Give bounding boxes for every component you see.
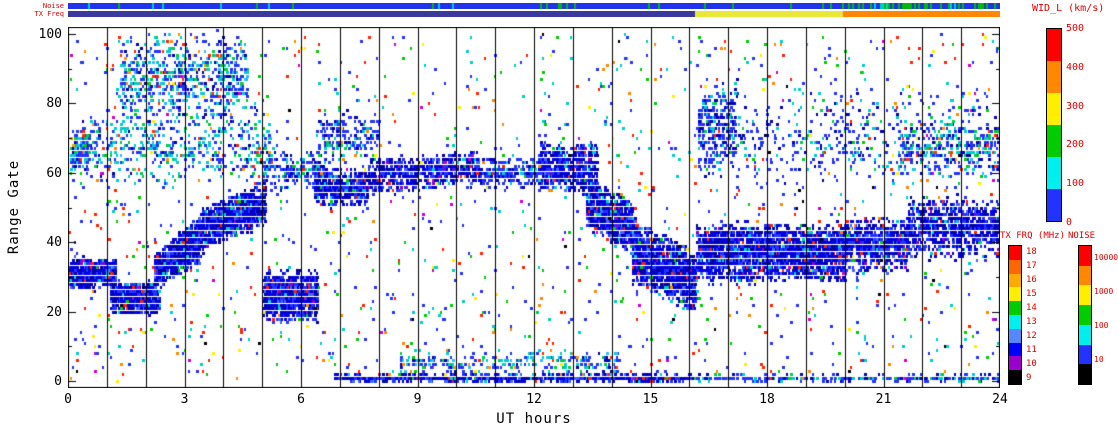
widBar-segment bbox=[1047, 93, 1061, 125]
txfreq-strip bbox=[68, 11, 1000, 17]
widBar-segment bbox=[1047, 125, 1061, 157]
noiseBar-segment bbox=[1079, 305, 1091, 325]
txfreq-strip-label: TX Freq bbox=[34, 10, 64, 18]
widBar-tick-label: 100 bbox=[1066, 178, 1085, 189]
widBar-tick-label: 400 bbox=[1066, 62, 1085, 73]
widBar-segment bbox=[1047, 29, 1061, 61]
y-tick-label: 20 bbox=[46, 304, 62, 320]
txBar-segment bbox=[1009, 273, 1021, 288]
noiseBar-segment bbox=[1079, 364, 1091, 385]
wid-colorbar bbox=[1046, 28, 1062, 222]
x-tick-label: 3 bbox=[180, 392, 189, 407]
txBar-tick-label: 14 bbox=[1026, 303, 1037, 313]
y-tick-label: 100 bbox=[38, 26, 62, 42]
noiseBar-segment bbox=[1079, 285, 1091, 306]
txBar-tick-label: 17 bbox=[1026, 261, 1037, 271]
widBar-segment bbox=[1047, 189, 1061, 221]
txBar-segment bbox=[1009, 314, 1021, 329]
txBar-tick-label: 10 bbox=[1026, 359, 1037, 369]
widBar-tick-label: 500 bbox=[1066, 23, 1085, 34]
noiseBar-tick-label: 10 bbox=[1094, 355, 1104, 364]
noise-colorbar bbox=[1078, 245, 1092, 385]
y-tick-label: 0 bbox=[54, 374, 62, 390]
widBar-segment bbox=[1047, 157, 1061, 189]
noiseBar-segment bbox=[1079, 265, 1091, 286]
x-tick-label: 21 bbox=[875, 392, 892, 407]
txBar-tick-label: 15 bbox=[1026, 289, 1037, 299]
wid-colorbar-title: WID_L (km/s) bbox=[1032, 3, 1105, 14]
y-tick-label: 80 bbox=[46, 96, 62, 112]
x-tick-label: 18 bbox=[759, 392, 775, 407]
noiseBar-tick-label: 100 bbox=[1094, 321, 1109, 330]
txBar-tick-label: 18 bbox=[1026, 247, 1037, 257]
txBar-segment bbox=[1009, 370, 1021, 384]
txBar-tick-label: 9 bbox=[1026, 373, 1032, 383]
txfrq-colorbar bbox=[1008, 245, 1022, 385]
x-tick-label: 12 bbox=[526, 392, 542, 407]
widBar-tick-label: 0 bbox=[1066, 217, 1073, 228]
x-tick-label: 6 bbox=[297, 392, 305, 407]
x-axis-title: UT hours bbox=[496, 411, 572, 427]
txBar-tick-label: 12 bbox=[1026, 331, 1037, 341]
noise-colorbar-title: NOISE bbox=[1068, 231, 1096, 241]
txBar-tick-label: 13 bbox=[1026, 317, 1037, 327]
widBar-tick-label: 300 bbox=[1066, 101, 1085, 112]
txBar-segment bbox=[1009, 356, 1021, 371]
widBar-tick-label: 200 bbox=[1066, 139, 1085, 150]
x-tick-label: 15 bbox=[642, 392, 659, 407]
noiseBar-segment bbox=[1079, 324, 1091, 345]
widBar-segment bbox=[1047, 61, 1061, 93]
txBar-segment bbox=[1009, 342, 1021, 357]
noise-strip-label: Noise bbox=[42, 2, 64, 10]
txBar-segment bbox=[1009, 259, 1021, 274]
y-tick-label: 60 bbox=[46, 165, 62, 181]
noise-strip bbox=[68, 3, 1000, 9]
txBar-tick-label: 11 bbox=[1026, 345, 1037, 355]
noiseBar-segment bbox=[1079, 246, 1091, 266]
noiseBar-segment bbox=[1079, 344, 1091, 365]
noiseBar-tick-label: 1000 bbox=[1094, 287, 1114, 296]
x-tick-label: 24 bbox=[992, 392, 1008, 407]
x-tick-label: 0 bbox=[64, 392, 72, 407]
noiseBar-tick-label: 10000 bbox=[1094, 253, 1118, 262]
txBar-segment bbox=[1009, 328, 1021, 343]
txBar-segment bbox=[1009, 287, 1021, 302]
txBar-segment bbox=[1009, 301, 1021, 315]
y-axis-title: Range Gate bbox=[6, 159, 22, 255]
plot-canvas bbox=[68, 27, 1000, 388]
x-tick-label: 9 bbox=[413, 392, 422, 407]
txBar-segment bbox=[1009, 246, 1021, 260]
txBar-tick-label: 16 bbox=[1026, 275, 1037, 285]
y-tick-label: 40 bbox=[46, 235, 62, 251]
txfrq-colorbar-title: TX FRQ (MHz) bbox=[1000, 231, 1066, 241]
